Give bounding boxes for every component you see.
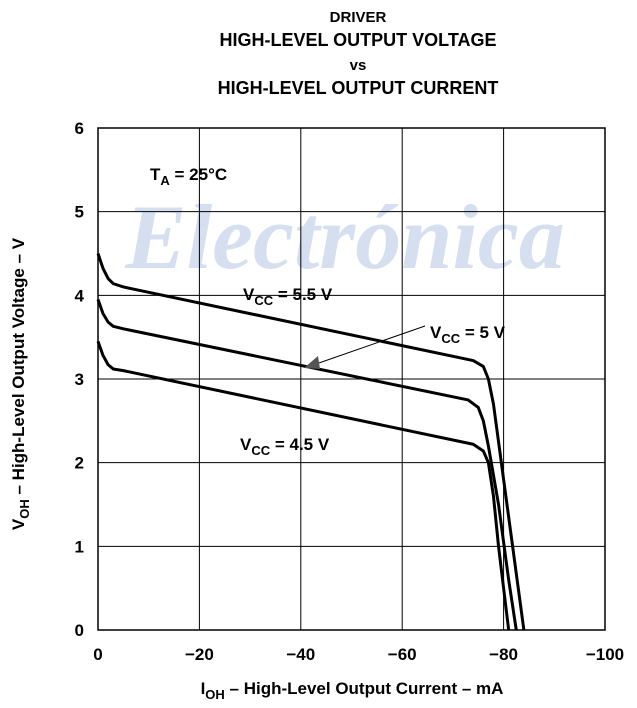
y-tick-label: 4: [75, 286, 85, 305]
y-tick-label: 6: [75, 119, 84, 138]
x-tick-label: −60: [388, 645, 417, 664]
y-axis-label: VOH – High-Level Output Voltage – V: [9, 237, 32, 530]
y-tick-label: 0: [75, 621, 84, 640]
arrow-head: [304, 356, 320, 369]
watermark: Electrónica: [124, 186, 565, 288]
series-label: VCC = 5 V: [430, 323, 506, 346]
x-tick-label: −20: [185, 645, 214, 664]
series-line: [96, 299, 518, 631]
series-label: VCC = 4.5 V: [240, 435, 330, 458]
chart-title: DRIVER: [330, 9, 387, 26]
x-tick-label: 0: [93, 645, 102, 664]
y-tick-label: 3: [75, 370, 84, 389]
x-tick-label: −80: [489, 645, 518, 664]
chart-title: HIGH-LEVEL OUTPUT CURRENT: [218, 78, 499, 98]
series-line: [96, 253, 526, 631]
series-label: VCC = 5.5 V: [243, 285, 333, 308]
arrow-line: [315, 325, 426, 365]
chart-title: HIGH-LEVEL OUTPUT VOLTAGE: [219, 30, 496, 50]
plot-frame: [97, 127, 606, 631]
x-axis-label: IOH – High-Level Output Current – mA: [201, 679, 504, 702]
y-tick-label: 1: [75, 537, 84, 556]
y-tick-label: 2: [75, 454, 84, 473]
series-line: [96, 340, 511, 631]
x-tick-label: −100: [586, 645, 624, 664]
x-tick-label: −40: [286, 645, 315, 664]
chart-title: vs: [350, 57, 367, 74]
annotation: TA = 25°C: [150, 165, 227, 188]
y-tick-label: 5: [75, 203, 84, 222]
